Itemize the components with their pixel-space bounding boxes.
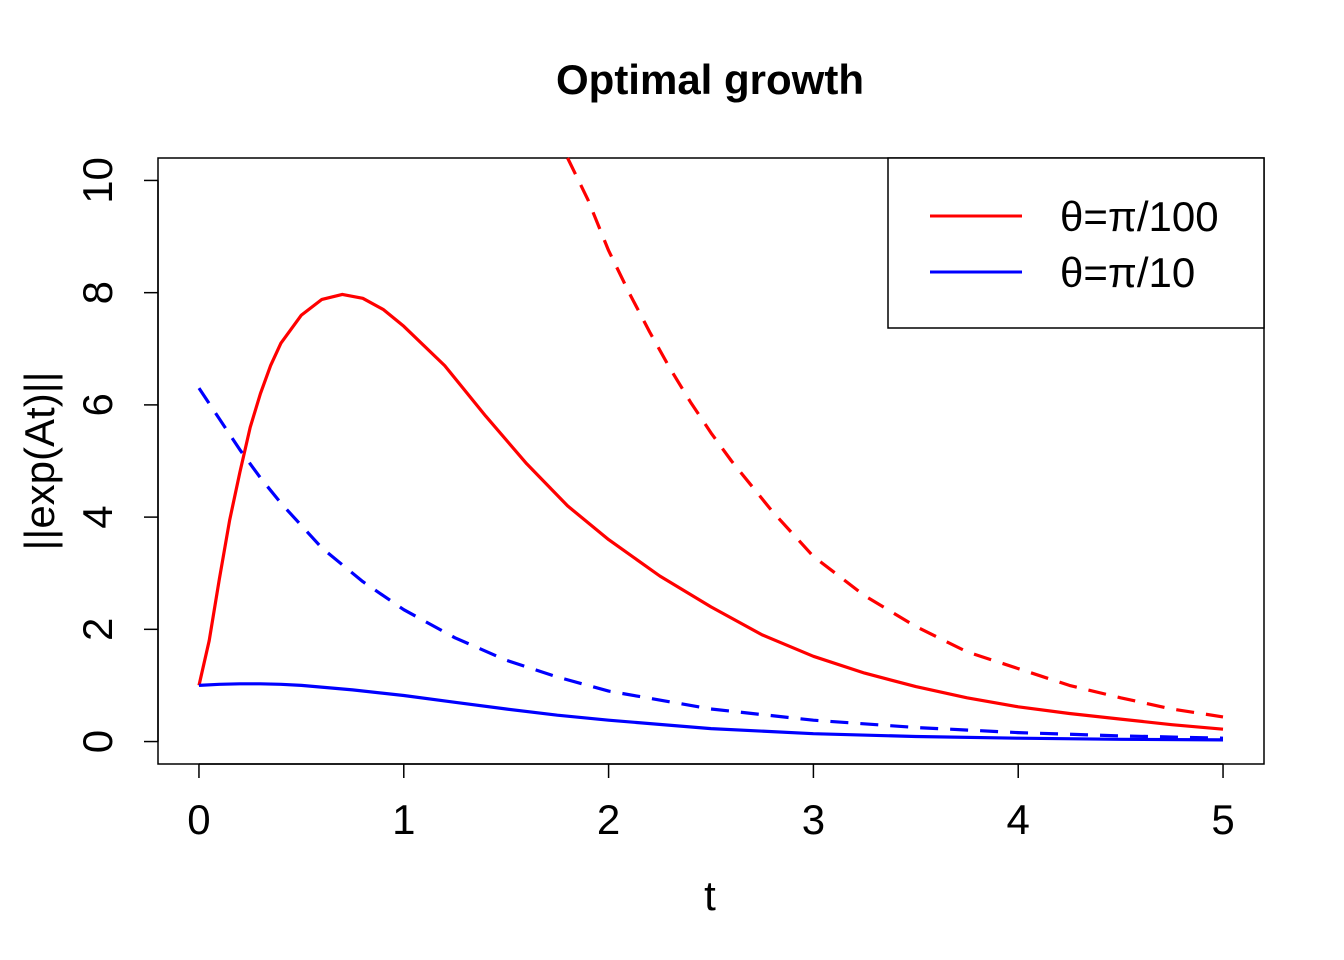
x-axis-label: t [704, 872, 716, 919]
x-tick-label: 2 [597, 796, 620, 843]
series-line-theta-pi-100-dashed [566, 157, 1224, 719]
y-axis: 0 2 4 6 8 10 [74, 157, 159, 753]
y-tick-label: 8 [74, 281, 121, 304]
x-tick-label: 5 [1211, 796, 1234, 843]
legend: θ=π/100 θ=π/10 [887, 157, 1265, 329]
x-tick-label: 0 [187, 796, 210, 843]
x-tick-label: 1 [392, 796, 415, 843]
series-layer [197, 157, 1224, 742]
x-axis: 0 1 2 3 4 5 [187, 763, 1235, 843]
chart-title: Optimal growth [556, 56, 864, 103]
y-tick-label: 10 [74, 157, 121, 204]
y-tick-label: 2 [74, 618, 121, 641]
y-tick-label: 4 [74, 505, 121, 528]
x-tick-label: 4 [1007, 796, 1030, 843]
series-line-theta-pi-100-solid [197, 292, 1224, 731]
legend-label-theta-pi-100: θ=π/100 [1060, 193, 1219, 240]
y-tick-label: 6 [74, 393, 121, 416]
legend-label-theta-pi-10: θ=π/10 [1060, 249, 1195, 296]
y-tick-label: 0 [74, 730, 121, 753]
series-line-theta-pi-10-dashed [197, 387, 1224, 740]
y-axis-label: ||exp(At)|| [16, 371, 63, 550]
series-line-theta-pi-10-solid [198, 682, 1224, 742]
x-tick-label: 3 [802, 796, 825, 843]
legend-box [887, 157, 1265, 329]
